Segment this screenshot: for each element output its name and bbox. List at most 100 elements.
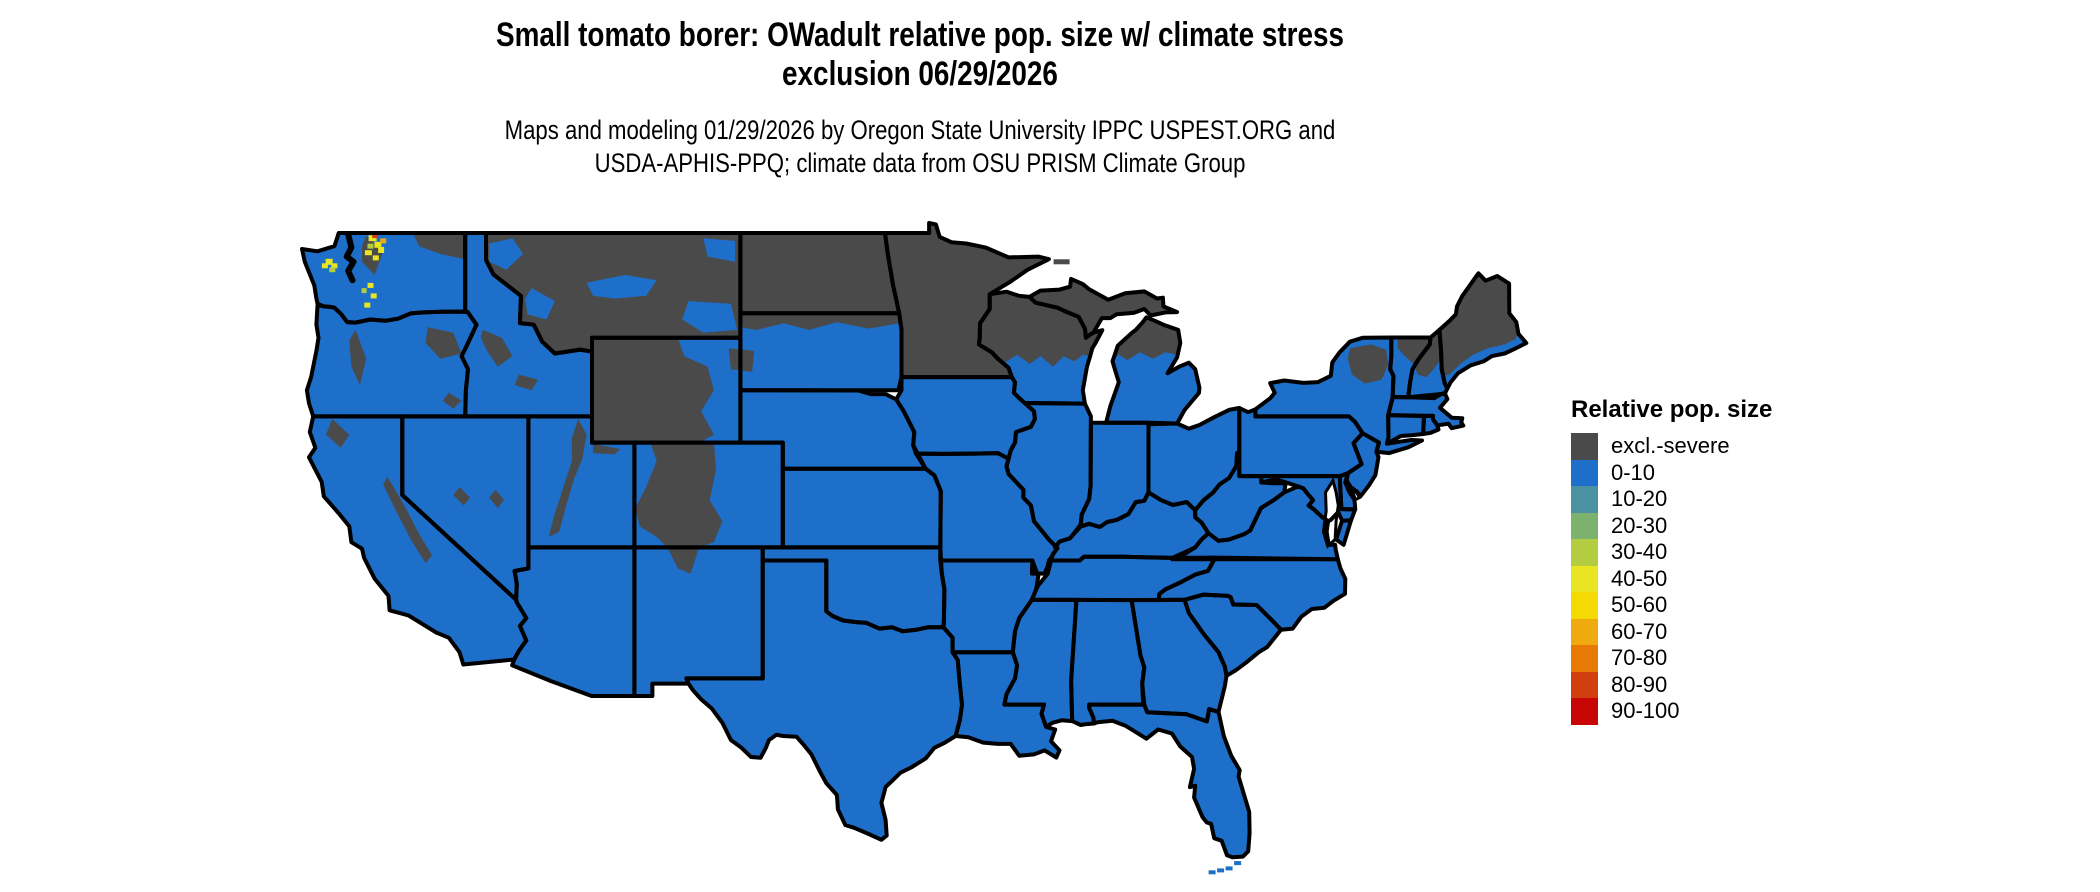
speck: [378, 247, 385, 253]
state-border-WV: [1193, 450, 1288, 543]
state-shape-NM: [634, 547, 763, 696]
state-border-VA2: [1334, 518, 1353, 547]
exclusion-region: [514, 374, 538, 391]
state-shape-PA: [1239, 408, 1363, 477]
exclusion-region: [593, 443, 621, 455]
pop-patch: [703, 238, 736, 262]
speck: [372, 255, 379, 261]
legend-swatch: [1571, 539, 1598, 566]
state-border-AZ: [510, 545, 637, 698]
speck: [367, 282, 374, 288]
state-shape-SD: [740, 313, 902, 391]
exclusion-region: [442, 392, 462, 409]
legend-swatch: [1571, 698, 1598, 725]
speck: [329, 267, 336, 273]
state-shape-FL: [1089, 704, 1250, 858]
legend-entry: 10-20: [1571, 486, 1772, 513]
state-border-WI: [976, 289, 1105, 406]
map-subtitle-line2: USDA-APHIS-PPQ; climate data from OSU PR…: [594, 148, 1246, 178]
speck: [331, 263, 338, 269]
state-shape-TN: [1031, 556, 1216, 601]
speck: [368, 235, 377, 242]
map-title-line1: Small tomato borer: OWadult relative pop…: [495, 16, 1344, 54]
legend-entry: 60-70: [1571, 618, 1772, 645]
pop-patch: [682, 301, 738, 333]
state-shape-WV: [1195, 452, 1286, 541]
legend-entry: 40-50: [1571, 565, 1772, 592]
exclusion-region: [412, 233, 466, 260]
state-shape-KY: [1051, 492, 1209, 561]
exclusion-region: [480, 329, 513, 367]
state-shape-MS: [1004, 599, 1077, 727]
speck: [325, 258, 333, 265]
legend-entry: 50-60: [1571, 592, 1772, 619]
legend-entry-label: 80-90: [1611, 671, 1668, 697]
legend-entry-label: 40-50: [1611, 565, 1668, 591]
state-shape-GA: [1131, 599, 1227, 722]
legend-swatch: [1571, 512, 1598, 539]
state-border-CT: [1385, 413, 1427, 446]
state-shape-OH: [1148, 408, 1240, 511]
exclusion-region: [592, 337, 714, 443]
state-shape-SC: [1184, 594, 1281, 676]
legend-entry: 90-100: [1571, 698, 1772, 725]
exclusion-region: [362, 235, 384, 275]
exclusion-region: [326, 419, 350, 448]
state-border-FL: [1087, 702, 1252, 860]
state-border-IN: [1078, 420, 1151, 529]
state-border-MI: [1104, 315, 1202, 426]
legend-swatch: [1571, 433, 1598, 460]
speck: [370, 293, 377, 299]
map-subtitle: Maps and modeling 01/29/2026 by Oregon S…: [346, 114, 1494, 180]
legend-swatch: [1571, 459, 1598, 486]
puget-sound: [343, 231, 357, 284]
exclusion-region: [548, 419, 587, 537]
low-pop-patches: [489, 238, 738, 333]
legend-entry: 20-30: [1571, 512, 1772, 539]
exclusion-overlay: [326, 223, 1519, 574]
legend-title: Relative pop. size: [1571, 396, 1773, 423]
legend-rows: excl.-severe 0-10 10-20 20-30 30-40 40-50 50-6…: [1571, 433, 1772, 725]
exclusion-region: [1112, 317, 1181, 361]
legend-entry-label: 70-80: [1611, 645, 1668, 671]
state-shape-NV: [402, 416, 529, 600]
speck: [1208, 870, 1216, 875]
legend-entry: 70-80: [1571, 645, 1772, 672]
speck: [1217, 868, 1225, 873]
legend-entry-label: 30-40: [1611, 539, 1668, 565]
state-shape-IN: [1080, 422, 1149, 527]
state-shape-NE: [740, 390, 926, 469]
legend-swatch: [1571, 645, 1598, 672]
legend-entry: excl.-severe: [1571, 433, 1772, 460]
speck: [364, 250, 372, 256]
state-shape-TX: [686, 560, 962, 840]
map-title-line2: exclusion 06/29/2026: [782, 55, 1058, 93]
exclusion-region: [425, 327, 462, 359]
legend-swatch: [1571, 618, 1598, 645]
exclusion-region: [885, 223, 1049, 378]
legend-entry-label: excl.-severe: [1611, 433, 1730, 459]
legend-swatch: [1571, 671, 1598, 698]
exclusion-region: [489, 489, 504, 509]
pop-patch: [525, 288, 555, 320]
speck: [372, 233, 378, 239]
exclusion-region: [740, 233, 900, 314]
legend-entry-label: 50-60: [1611, 592, 1668, 618]
legend-entry-label: 20-30: [1611, 512, 1668, 538]
legend-swatch: [1571, 486, 1598, 513]
state-borders: [300, 221, 1529, 860]
exclusion-region: [740, 313, 900, 330]
speck: [1234, 861, 1242, 866]
state-shape-KS: [782, 468, 941, 548]
exclusion-region: [978, 291, 1103, 367]
exclusion-region: [1347, 344, 1389, 384]
state-border-NJ: [1343, 431, 1381, 499]
legend-entry-label: 10-20: [1611, 486, 1668, 512]
legend-entry: 0-10: [1571, 459, 1772, 486]
state-border-ME: [1437, 271, 1529, 391]
speck: [1225, 866, 1233, 871]
pop-patch: [489, 238, 524, 270]
exclusion-region: [383, 476, 432, 564]
